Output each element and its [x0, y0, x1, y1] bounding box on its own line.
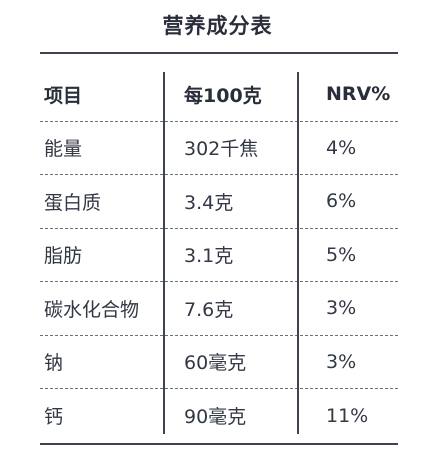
row-per100: 3.1克: [184, 245, 234, 268]
row-nrv: 6%: [326, 190, 357, 213]
row-item: 脂肪: [44, 245, 83, 268]
nutrition-table: 项目 每100克 NRV% 能量 302千焦 4% 蛋白质 3.4克 6% 脂肪…: [40, 68, 398, 443]
row-item: 钠: [44, 352, 64, 375]
table-row: 钠 60毫克 3%: [40, 336, 398, 389]
row-item: 蛋白质: [44, 191, 102, 214]
top-rule: [40, 52, 398, 54]
row-nrv: 4%: [326, 136, 357, 159]
header-nrv: NRV%: [326, 83, 391, 106]
row-item: 碳水化合物: [44, 298, 140, 321]
table-row: 脂肪 3.1克 5%: [40, 229, 398, 282]
row-nrv: 11%: [326, 404, 369, 427]
table-row: 蛋白质 3.4克 6%: [40, 175, 398, 229]
row-nrv: 3%: [326, 297, 357, 320]
row-nrv: 3%: [326, 350, 357, 373]
row-nrv: 5%: [326, 243, 357, 266]
column-divider: [297, 72, 299, 434]
bottom-rule: [40, 443, 398, 445]
row-per100: 60毫克: [184, 352, 247, 375]
table-header-row: 项目 每100克 NRV%: [40, 68, 398, 122]
row-per100: 3.4克: [184, 191, 234, 214]
table-title: 营养成分表: [162, 14, 273, 38]
header-per100: 每100克: [184, 84, 262, 107]
row-per100: 7.6克: [184, 298, 234, 321]
column-divider: [163, 72, 165, 434]
row-per100: 90毫克: [184, 406, 247, 429]
header-item: 项目: [44, 84, 83, 107]
row-per100: 302千焦: [184, 138, 259, 161]
row-item: 能量: [44, 138, 83, 161]
row-item: 钙: [44, 406, 64, 429]
table-row: 碳水化合物 7.6克 3%: [40, 282, 398, 336]
table-row: 钙 90毫克 11%: [40, 389, 398, 443]
table-row: 能量 302千焦 4%: [40, 122, 398, 175]
